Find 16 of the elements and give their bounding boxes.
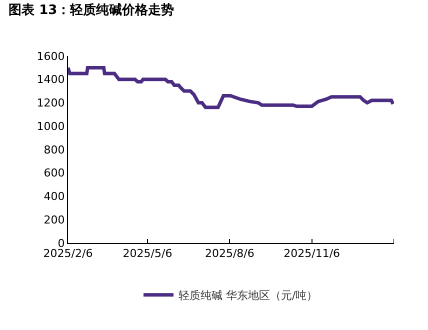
chart-title: 图表 13：轻质纯碱价格走势: [8, 2, 174, 18]
y-tick-label: 400: [44, 190, 65, 204]
x-tick-label: 2025/2/6: [43, 247, 93, 260]
y-tick-label: 1400: [36, 73, 65, 86]
y-tick-label: 800: [44, 143, 65, 156]
legend-label: 轻质纯碱 华东地区（元/吨）: [178, 289, 318, 302]
x-tick-label: 2025/8/6: [204, 247, 254, 260]
y-tick-label: 0: [58, 236, 65, 250]
line-series: [68, 66, 394, 110]
y-tick-label: 1200: [36, 96, 65, 110]
x-tick-label: 2025/11/6: [284, 247, 340, 260]
x-tick-label: 2025/5/6: [122, 247, 172, 260]
y-tick-label: 600: [44, 166, 65, 180]
y-tick-label: 200: [44, 213, 65, 226]
y-tick-label: 1000: [36, 120, 65, 133]
y-tick-label: 1600: [36, 50, 65, 63]
